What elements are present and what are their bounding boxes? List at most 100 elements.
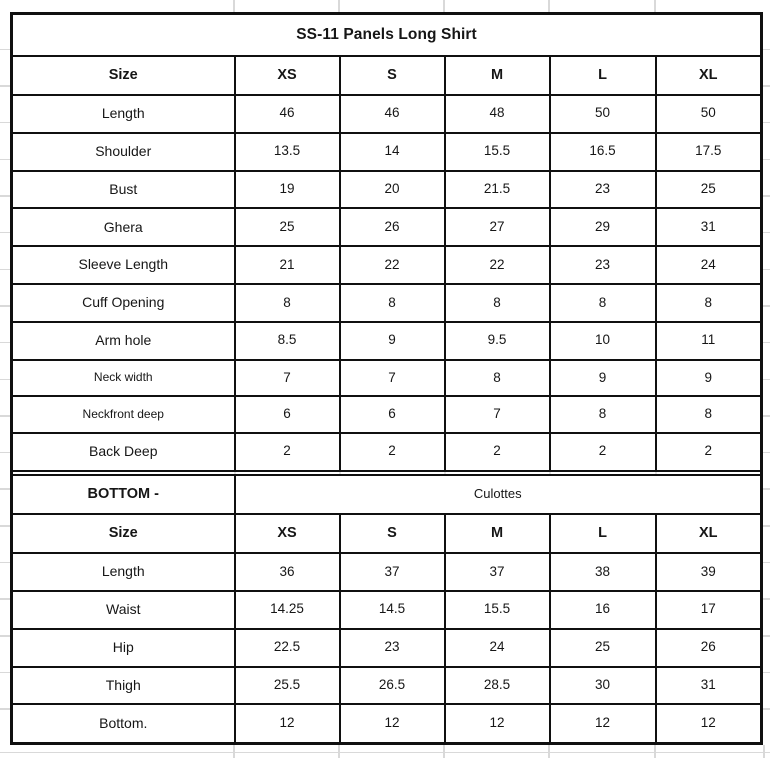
spacer-cell: [548, 469, 657, 477]
gridline-tick: [0, 378, 10, 380]
table-row: Shoulder 13.5 14 15.5 16.5 17.5: [10, 131, 763, 172]
value-cell: 25.5: [233, 665, 341, 706]
value-cell: 21: [233, 245, 341, 286]
gridline-tick: [654, 745, 656, 758]
row-label: Arm hole: [10, 320, 236, 361]
column-header: M: [443, 55, 551, 96]
column-header: M: [443, 513, 551, 555]
value-cell: 38: [548, 552, 657, 592]
value-cell: 2: [338, 431, 446, 472]
gridline-tick: [760, 121, 770, 124]
section-label: BOTTOM -: [10, 474, 236, 516]
column-header: XL: [654, 55, 763, 96]
gridline-tick: [0, 525, 10, 527]
section-category: Culottes: [233, 474, 763, 516]
gridline-tick: [0, 305, 10, 307]
gridline-tick: [760, 451, 770, 454]
gridline-tick: [0, 158, 10, 161]
gridline-tick: [443, 0, 445, 12]
gridline-tick: [760, 598, 770, 600]
gridline-tick: [443, 745, 445, 758]
value-cell: 7: [443, 395, 551, 434]
value-cell: 8: [654, 283, 763, 323]
table-row: Sleeve Length 21 22 22 23 24: [10, 245, 763, 286]
value-cell: 37: [338, 552, 446, 592]
value-cell: 23: [548, 169, 657, 210]
value-cell: 15.5: [443, 131, 551, 172]
value-cell: 8: [548, 283, 657, 323]
value-cell: 14.25: [233, 589, 341, 630]
gridline-tick: [763, 745, 765, 758]
value-cell: 23: [548, 245, 657, 286]
gridline-tick: [760, 671, 770, 674]
gridline-tick: [0, 752, 770, 754]
row-label: Neckfront deep: [10, 395, 236, 434]
gridline-tick: [760, 48, 770, 51]
value-cell: 2: [548, 431, 657, 472]
gridline-tick: [760, 525, 770, 527]
size-header-row: Size XS S M L XL: [10, 513, 763, 555]
gridline-tick: [548, 0, 550, 12]
row-label: Ghera: [10, 207, 236, 248]
gridline-tick: [0, 708, 10, 710]
row-label: Thigh: [10, 665, 236, 706]
value-cell: 20: [338, 169, 446, 210]
value-cell: 12: [654, 703, 763, 745]
size-chart-table: SS-11 Panels Long Shirt Size XS S M L XL Length…: [10, 12, 764, 745]
value-cell: 36: [233, 552, 341, 592]
gridline-tick: [0, 671, 10, 674]
gridline-tick: [0, 48, 10, 51]
gridline-tick: [0, 488, 10, 490]
gridline-tick: [0, 195, 10, 197]
value-cell: 31: [654, 665, 763, 706]
value-cell: 10: [548, 320, 657, 361]
value-cell: 27: [443, 207, 551, 248]
column-header: Size: [10, 513, 236, 555]
gridline-tick: [548, 745, 550, 758]
value-cell: 22: [338, 245, 446, 286]
value-cell: 23: [338, 627, 446, 668]
gridline-tick: [760, 708, 770, 710]
spacer-row: [10, 469, 763, 477]
gridline-tick: [760, 231, 770, 234]
value-cell: 8: [443, 283, 551, 323]
value-cell: 2: [233, 431, 341, 472]
gridline-tick: [760, 488, 770, 490]
gridline-tick: [233, 0, 235, 12]
gridline-tick: [0, 415, 10, 417]
table-row: Waist 14.25 14.5 15.5 16 17: [10, 589, 763, 630]
value-cell: 12: [233, 703, 341, 745]
gridline-tick: [0, 341, 10, 344]
row-label: Length: [10, 552, 236, 592]
value-cell: 7: [233, 358, 341, 398]
row-label: Shoulder: [10, 131, 236, 172]
value-cell: 26: [654, 627, 763, 668]
value-cell: 28.5: [443, 665, 551, 706]
column-header: XS: [233, 55, 341, 96]
value-cell: 7: [338, 358, 446, 398]
gridline-tick: [0, 268, 10, 271]
value-cell: 24: [443, 627, 551, 668]
value-cell: 8: [443, 358, 551, 398]
table-row: Back Deep 2 2 2 2 2: [10, 431, 763, 472]
gridline-tick: [0, 561, 10, 564]
value-cell: 30: [548, 665, 657, 706]
value-cell: 9: [654, 358, 763, 398]
value-cell: 31: [654, 207, 763, 248]
value-cell: 46: [233, 94, 341, 134]
size-header-row: Size XS S M L XL: [10, 55, 763, 96]
value-cell: 9.5: [443, 320, 551, 361]
gridline-tick: [338, 745, 340, 758]
value-cell: 50: [548, 94, 657, 134]
gridline-tick: [760, 561, 770, 564]
value-cell: 26.5: [338, 665, 446, 706]
table-row: Length 36 37 37 38 39: [10, 552, 763, 592]
gridline-tick: [233, 745, 235, 758]
gridline-tick: [0, 121, 10, 124]
value-cell: 14.5: [338, 589, 446, 630]
table-row: Neck width 7 7 8 9 9: [10, 358, 763, 398]
table-row: Length 46 46 48 50 50: [10, 94, 763, 134]
gridline-tick: [760, 415, 770, 417]
row-label: Length: [10, 94, 236, 134]
